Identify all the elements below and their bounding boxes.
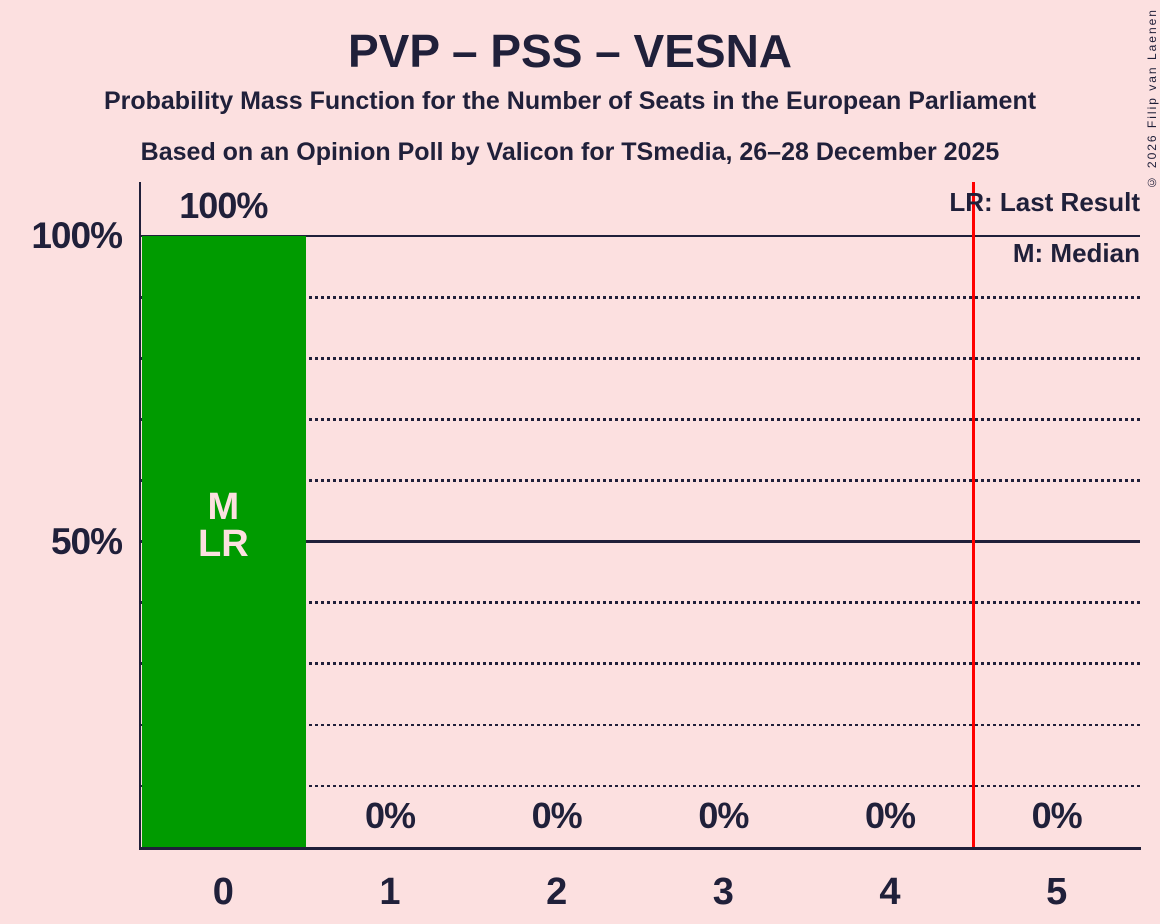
legend-median: M: Median [1012, 238, 1140, 268]
chart-subtitle: Probability Mass Function for the Number… [103, 87, 1037, 115]
x-tick-label-5: 5 [1046, 871, 1068, 913]
chart-source-line: Based on an Opinion Poll by Valicon for … [140, 138, 1000, 166]
annotation-line-lr: LR [198, 523, 249, 565]
y-tick-label-50pct: 50% [50, 520, 123, 562]
dotted-gridline-30pct [141, 662, 1140, 666]
x-tick-label-1: 1 [379, 871, 401, 913]
solid-gridline-100pct [141, 234, 1140, 238]
dotted-gridline-10pct [141, 784, 1140, 788]
value-label-seats-0: 100% [179, 185, 268, 226]
legend-last-result: LR: Last Result [949, 187, 1140, 217]
majority-threshold-line [971, 182, 975, 847]
bar-seats-0 [141, 236, 307, 847]
dotted-gridline-90pct [141, 295, 1140, 299]
y-tick-label-100pct: 100% [31, 215, 123, 256]
dotted-gridline-60pct [141, 479, 1140, 482]
x-tick-label-2: 2 [546, 871, 568, 913]
median-last-result-annotation: M LR [140, 486, 307, 565]
x-tick-label-0: 0 [212, 871, 234, 913]
x-axis-line [138, 847, 1141, 850]
dotted-gridline-70pct [141, 418, 1140, 421]
dotted-gridline-80pct [141, 356, 1140, 360]
value-label-seats-1: 0% [364, 795, 416, 836]
value-label-seats-4: 0% [864, 795, 916, 836]
value-label-seats-2: 0% [531, 795, 583, 836]
value-label-seats-5: 0% [1031, 795, 1083, 836]
annotation-line-m: M [207, 486, 240, 528]
dotted-gridline-40pct [141, 601, 1140, 605]
chart-title: PVP – PSS – VESNA [347, 25, 793, 77]
y-axis-line [138, 182, 141, 849]
dotted-gridline-20pct [141, 723, 1140, 727]
x-tick-label-4: 4 [879, 871, 901, 913]
x-tick-label-3: 3 [712, 871, 734, 913]
solid-gridline-50pct [141, 540, 1140, 543]
value-label-seats-3: 0% [698, 795, 749, 836]
